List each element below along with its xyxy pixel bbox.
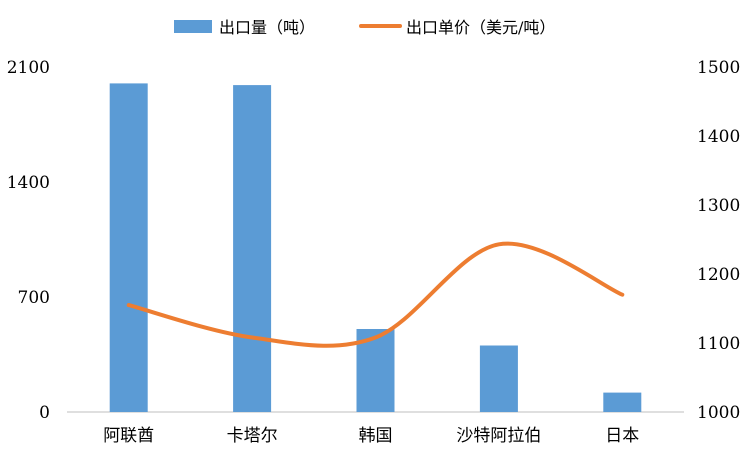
y-left-tick-label-1: 700 [18, 288, 50, 308]
y-left-tick-label-3: 2100 [7, 58, 50, 78]
bar-0 [109, 83, 148, 413]
y-right-tick-label-2: 1200 [697, 265, 740, 285]
y-right-tick-label-0: 1000 [697, 403, 740, 423]
x-tick-label-0: 阿联酋 [103, 426, 154, 446]
legend: 出口量（吨） 出口单价（美元/吨） [174, 18, 555, 37]
y-left-tick-label-0: 0 [39, 403, 50, 423]
x-tick-label-2: 韩国 [359, 426, 393, 446]
bar-series [109, 83, 642, 413]
y-right-tick-label-1: 1100 [697, 334, 740, 354]
y-right-tick-label-5: 1500 [697, 58, 740, 78]
x-tick-label-1: 卡塔尔 [227, 426, 278, 446]
bar-3 [479, 345, 518, 412]
line-series [126, 241, 625, 348]
x-tick-label-3: 沙特阿拉伯 [456, 426, 541, 446]
labels: 阿联酋 卡塔尔 韩国 沙特阿拉伯 日本 0 700 1400 2100 1000 1100 1200 1… [7, 58, 741, 446]
bar-1 [233, 85, 272, 412]
legend-bar-swatch [174, 20, 212, 33]
price-line [126, 241, 625, 348]
legend-bar-label: 出口量（吨） [219, 18, 315, 37]
bar-4 [603, 392, 642, 412]
y-right-tick-label-3: 1300 [697, 196, 740, 216]
y-left-tick-label-2: 1400 [7, 173, 50, 193]
y-right-tick-label-4: 1400 [697, 127, 740, 147]
legend-line-label: 出口单价（美元/吨） [406, 18, 555, 37]
x-tick-label-4: 日本 [605, 426, 639, 446]
